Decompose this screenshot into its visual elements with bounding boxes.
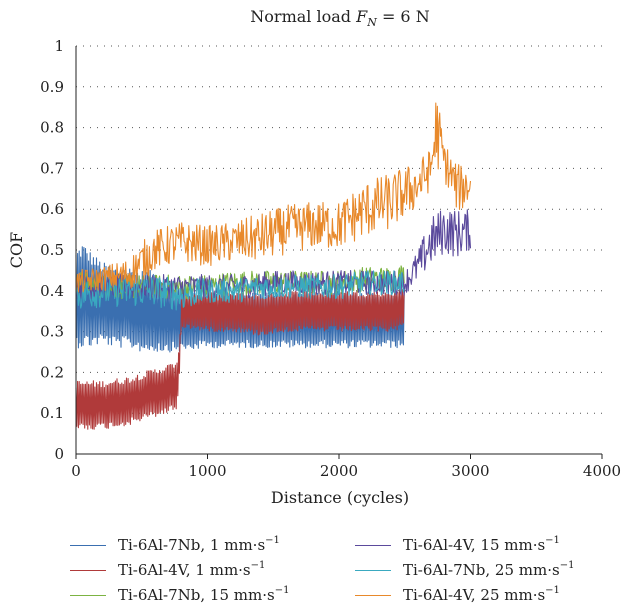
x-tick-label: 0: [71, 462, 81, 480]
cof-line-chart: Normal load FN = 6 N 0 0.1 0.2 0.3 0.4 0.5 0.6…: [7, 7, 621, 507]
chart-legend: Ti-6Al-7Nb, 1 mm·s−1 Ti-6Al-4V, 15 mm·s−…: [70, 534, 620, 606]
x-tick-label: 4000: [583, 462, 621, 480]
y-tick-label: 1: [54, 37, 64, 55]
y-tick-label: 0.8: [40, 119, 64, 137]
x-tick-label: 1000: [188, 462, 226, 480]
legend-entry-ti6al4v-1: Ti-6Al-4V, 1 mm·s−1: [70, 559, 355, 581]
legend-swatch: [355, 569, 391, 571]
legend-swatch: [355, 544, 391, 546]
legend-swatch: [70, 544, 106, 546]
chart-title-suffix: = 6 N: [382, 7, 430, 26]
y-tick-label: 0.3: [40, 323, 64, 341]
series-line-3: [75, 209, 472, 300]
legend-label: Ti-6Al-4V, 1 mm·s−1: [118, 560, 266, 580]
chart-title-subscript: N: [366, 16, 377, 29]
legend-swatch: [70, 569, 106, 571]
chart-title-symbol: F: [355, 7, 368, 26]
legend-entry-ti6al7nb-15: Ti-6Al-7Nb, 15 mm·s−1: [70, 584, 355, 606]
legend-entry-ti6al4v-15: Ti-6Al-4V, 15 mm·s−1: [355, 534, 620, 556]
legend-entry-ti6al4v-25: Ti-6Al-4V, 25 mm·s−1: [355, 584, 620, 606]
x-axis-title: Distance (cycles): [271, 488, 409, 507]
legend-swatch: [70, 594, 106, 596]
legend-entry-ti6al7nb-25: Ti-6Al-7Nb, 25 mm·s−1: [355, 559, 620, 581]
x-tick-label: 3000: [451, 462, 489, 480]
legend-label: Ti-6Al-7Nb, 1 mm·s−1: [118, 535, 280, 555]
chart-title: Normal load FN = 6 N: [250, 7, 429, 30]
y-tick-label: 0.9: [40, 78, 64, 96]
y-tick-label: 0.6: [40, 200, 64, 218]
series-line-4: [75, 270, 405, 311]
series-layer: [75, 102, 472, 430]
legend-swatch: [355, 594, 391, 596]
y-tick-label: 0.7: [40, 159, 64, 177]
series-line-5: [75, 102, 472, 293]
y-tick-label: 0: [54, 445, 64, 463]
y-tick-label: 0.4: [40, 282, 64, 300]
legend-label: Ti-6Al-7Nb, 25 mm·s−1: [403, 560, 575, 580]
legend-label: Ti-6Al-4V, 15 mm·s−1: [403, 535, 560, 555]
axes: 0 0.1 0.2 0.3 0.4 0.5 0.6 0.7 0.8 0.9 1 0 1000 2000 30…: [40, 37, 621, 480]
legend-label: Ti-6Al-4V, 25 mm·s−1: [403, 585, 560, 605]
chart-title-prefix: Normal load: [250, 7, 351, 26]
y-tick-label: 0.1: [40, 404, 64, 422]
series-line-1: [75, 288, 405, 430]
x-tick-label: 2000: [320, 462, 358, 480]
y-axis-title: COF: [7, 232, 26, 268]
legend-label: Ti-6Al-7Nb, 15 mm·s−1: [118, 585, 290, 605]
y-tick-label: 0.2: [40, 363, 64, 381]
legend-entry-ti6al7nb-1: Ti-6Al-7Nb, 1 mm·s−1: [70, 534, 355, 556]
y-tick-label: 0.5: [40, 241, 64, 259]
